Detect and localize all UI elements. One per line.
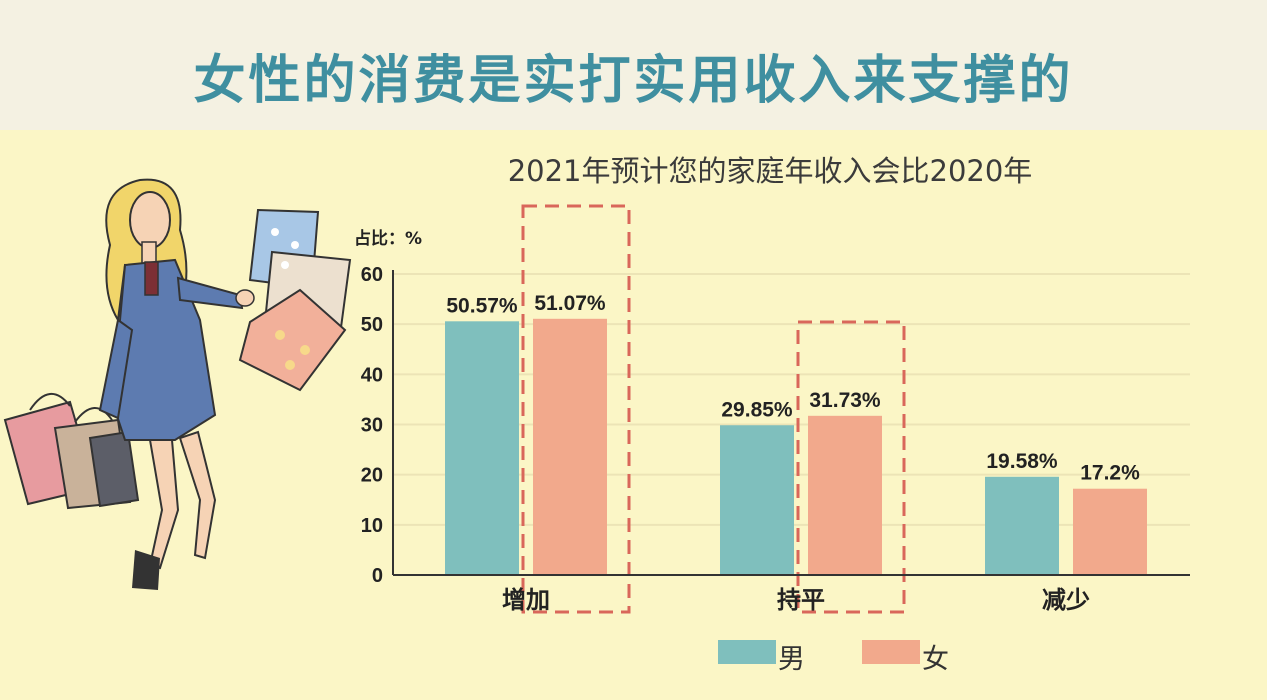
y-tick-label: 0 [372, 565, 383, 587]
y-tick-labels: 0 10 20 30 40 50 60 [361, 264, 383, 587]
y-tick-label: 30 [361, 415, 383, 437]
bar-女-减少 [1073, 488, 1147, 575]
data-label: 50.57% [446, 294, 518, 317]
shopping-woman-illustration [3, 178, 352, 590]
y-axis-unit-label: 占比：% [354, 228, 422, 249]
header-band [0, 0, 1267, 130]
highlight-boxes [521, 204, 906, 614]
legend-swatch-男 [718, 640, 776, 664]
category-labels: 增加 持平 减少 [502, 586, 1090, 614]
y-tick-label: 60 [361, 264, 383, 286]
data-label: 19.58% [986, 450, 1058, 473]
data-label: 17.2% [1080, 462, 1140, 485]
legend: 男女 [718, 640, 949, 675]
bar-女-增加 [533, 318, 607, 575]
bar-女-持平 [808, 415, 882, 575]
bar-男-持平 [720, 425, 794, 575]
legend-swatch-女 [862, 640, 920, 664]
y-tick-label: 10 [361, 515, 383, 537]
data-label: 29.85% [721, 398, 793, 421]
highlight-box [796, 320, 906, 614]
data-label: 51.07% [534, 292, 606, 315]
category-label: 持平 [777, 586, 825, 614]
left-shopping-bags [3, 393, 140, 510]
bars [445, 318, 1147, 575]
data-labels: 50.57% 51.07% 29.85% 31.73% 19.58% 17.2% [446, 292, 1140, 485]
right-shopping-bags [238, 208, 352, 392]
legend-label: 女 [922, 644, 949, 675]
y-tick-label: 50 [361, 314, 383, 336]
y-tick-label: 40 [361, 364, 383, 386]
legend-label: 男 [778, 644, 805, 675]
data-label: 31.73% [809, 389, 881, 412]
bar-男-减少 [985, 476, 1059, 575]
highlight-box [521, 204, 631, 614]
bar-男-增加 [445, 321, 519, 575]
category-label: 减少 [1042, 586, 1090, 614]
page-title: 女性的消费是实打实用收入来支撑的 [193, 51, 1074, 111]
y-tick-label: 20 [361, 465, 383, 487]
category-label: 增加 [502, 586, 550, 614]
chart-title: 2021年预计您的家庭年收入会比2020年 [507, 154, 1033, 188]
